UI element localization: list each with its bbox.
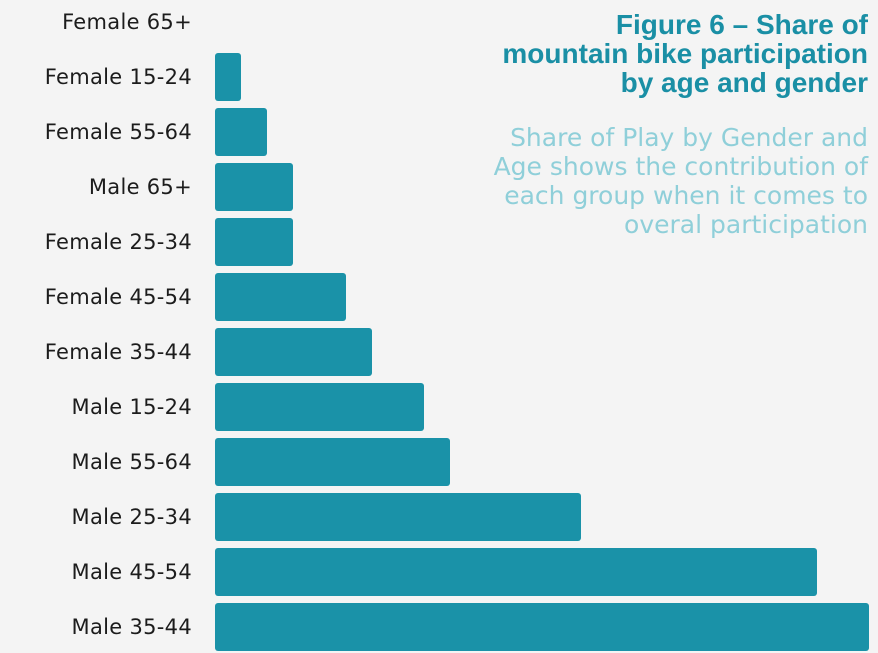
category-label: Male 35-44 (71, 615, 192, 639)
category-label: Male 65+ (88, 175, 192, 199)
bar (215, 548, 817, 596)
bar (215, 108, 267, 156)
bar (215, 53, 241, 101)
bar (215, 603, 869, 651)
category-label: Female 25-34 (44, 230, 192, 254)
category-label: Female 65+ (62, 10, 192, 34)
category-label: Male 25-34 (71, 505, 192, 529)
bar (215, 218, 293, 266)
category-label: Female 45-54 (44, 285, 192, 309)
category-label: Male 55-64 (71, 450, 192, 474)
bar (215, 163, 293, 211)
bar (215, 273, 346, 321)
category-label: Female 55-64 (44, 120, 192, 144)
title-block: Figure 6 – Share of mountain bike partic… (488, 10, 868, 239)
category-label: Female 35-44 (44, 340, 192, 364)
category-label: Female 15-24 (44, 65, 192, 89)
chart-subtitle: Share of Play by Gender and Age shows th… (493, 123, 868, 239)
bar (215, 438, 450, 486)
chart-title: Figure 6 – Share of mountain bike partic… (502, 9, 868, 98)
category-label: Male 15-24 (71, 395, 192, 419)
category-label: Male 45-54 (71, 560, 192, 584)
bar (215, 328, 372, 376)
bar (215, 383, 424, 431)
bar (215, 493, 581, 541)
